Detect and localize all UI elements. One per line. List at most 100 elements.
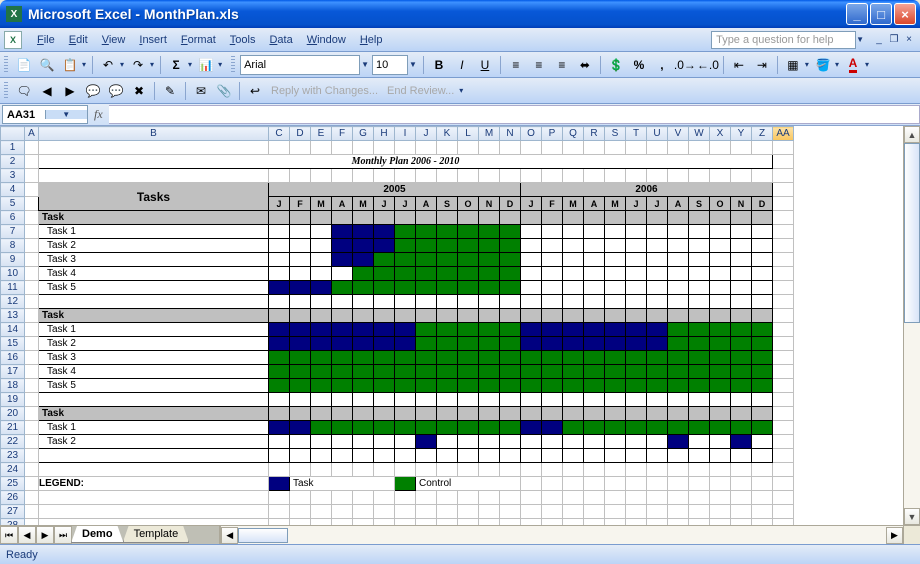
end-review-button[interactable]: End Review... [383,85,458,97]
scroll-left-button[interactable]: ◀ [221,527,238,544]
tab-next-button[interactable]: ▶ [36,526,54,544]
col-header-G[interactable]: G [353,127,374,141]
toolbar-handle-2[interactable] [231,56,235,74]
chart-button[interactable]: 📊 [195,54,217,76]
row-header-25[interactable]: 25 [1,477,25,491]
col-header-D[interactable]: D [290,127,311,141]
row-header-6[interactable]: 6 [1,211,25,225]
menu-file[interactable]: File [30,32,62,48]
menu-insert[interactable]: Insert [132,32,174,48]
maximize-button[interactable]: □ [870,3,892,25]
row-header-22[interactable]: 22 [1,435,25,449]
col-header-Z[interactable]: Z [752,127,773,141]
sheet-tab-demo[interactable]: Demo [71,526,124,543]
help-dropdown[interactable]: ▼ [854,35,866,44]
percent-button[interactable]: % [628,54,650,76]
increase-indent-button[interactable]: ⇥ [751,54,773,76]
row-header-1[interactable]: 1 [1,141,25,155]
vertical-scrollbar[interactable]: ▲ ▼ [903,126,920,525]
row-header-16[interactable]: 16 [1,351,25,365]
row-header-4[interactable]: 4 [1,183,25,197]
menu-data[interactable]: Data [262,32,299,48]
name-box-dropdown[interactable]: ▼ [45,110,88,119]
scroll-right-button[interactable]: ▶ [886,527,903,544]
col-header-F[interactable]: F [332,127,353,141]
col-header-H[interactable]: H [374,127,395,141]
row-header-23[interactable]: 23 [1,449,25,463]
new-button[interactable]: 📄 [13,54,35,76]
menu-window[interactable]: Window [300,32,353,48]
spreadsheet-grid[interactable]: ABCDEFGHIJKLMNOPQRSTUVWXYZAA12Monthly Pl… [0,126,794,525]
col-header-AA[interactable]: AA [773,127,794,141]
autosum-button[interactable]: Σ [165,54,187,76]
font-color-dropdown[interactable]: ▾ [863,60,871,69]
bold-button[interactable]: B [428,54,450,76]
next-comment-button[interactable]: ▶ [59,80,81,102]
align-right-button[interactable]: ≡ [551,54,573,76]
menu-edit[interactable]: Edit [62,32,95,48]
menu-format[interactable]: Format [174,32,223,48]
menu-help[interactable]: Help [353,32,390,48]
menu-view[interactable]: View [95,32,133,48]
show-ink-button[interactable]: ✎ [159,80,181,102]
row-header-12[interactable]: 12 [1,295,25,309]
col-header-K[interactable]: K [437,127,458,141]
undo-dropdown[interactable]: ▾ [118,60,126,69]
redo-button[interactable]: ↷ [127,54,149,76]
menu-tools[interactable]: Tools [223,32,263,48]
col-header-S[interactable]: S [605,127,626,141]
fx-button[interactable]: fx [88,107,109,122]
col-header-U[interactable]: U [647,127,668,141]
vscroll-thumb[interactable] [904,143,920,323]
delete-comment-button[interactable]: ✖ [128,80,150,102]
row-header-18[interactable]: 18 [1,379,25,393]
minimize-button[interactable]: _ [846,3,868,25]
formula-input[interactable] [109,105,920,124]
horizontal-scrollbar[interactable]: ◀ ▶ [220,526,903,544]
col-header-P[interactable]: P [542,127,563,141]
row-header-21[interactable]: 21 [1,421,25,435]
col-header-Y[interactable]: Y [731,127,752,141]
row-header-27[interactable]: 27 [1,505,25,519]
row-header-20[interactable]: 20 [1,407,25,421]
decrease-indent-button[interactable]: ⇤ [728,54,750,76]
new-comment-button[interactable]: 🗨 [13,80,35,102]
select-all-corner[interactable] [1,127,25,141]
toolbar-handle[interactable] [4,56,8,74]
row-header-5[interactable]: 5 [1,197,25,211]
doc-close-button[interactable]: × [902,33,916,47]
hscroll-thumb[interactable] [238,528,288,543]
increase-decimal-button[interactable]: .0→ [674,54,696,76]
doc-minimize-button[interactable]: _ [872,33,886,47]
col-header-B[interactable]: B [39,127,269,141]
help-search-input[interactable] [711,31,856,49]
currency-button[interactable]: 💲 [605,54,627,76]
col-header-A[interactable]: A [25,127,39,141]
font-size-combo[interactable] [372,55,408,75]
row-header-19[interactable]: 19 [1,393,25,407]
show-all-comments-button[interactable]: 💬 [105,80,127,102]
scroll-up-button[interactable]: ▲ [904,126,920,143]
fill-color-button[interactable]: 🪣 [812,54,834,76]
workbook-icon[interactable]: X [4,31,22,49]
review-toolbar-options[interactable]: ▾ [457,86,465,95]
tab-first-button[interactable]: ⏮ [0,526,18,544]
col-header-L[interactable]: L [458,127,479,141]
close-button[interactable]: × [894,3,916,25]
row-header-17[interactable]: 17 [1,365,25,379]
font-name-combo[interactable] [240,55,360,75]
row-header-10[interactable]: 10 [1,267,25,281]
col-header-T[interactable]: T [626,127,647,141]
col-header-J[interactable]: J [416,127,437,141]
col-header-M[interactable]: M [479,127,500,141]
autosum-dropdown[interactable]: ▾ [186,60,194,69]
font-name-dropdown[interactable]: ▼ [359,60,371,69]
prev-comment-button[interactable]: ◀ [36,80,58,102]
update-file-button[interactable]: 📎 [213,80,235,102]
col-header-O[interactable]: O [521,127,542,141]
doc-restore-button[interactable]: ❐ [887,33,901,47]
toolbar-options[interactable]: ▾ [216,60,224,69]
reply-changes-button[interactable]: Reply with Changes... [267,85,382,97]
italic-button[interactable]: I [451,54,473,76]
paste-dropdown[interactable]: ▾ [80,60,88,69]
